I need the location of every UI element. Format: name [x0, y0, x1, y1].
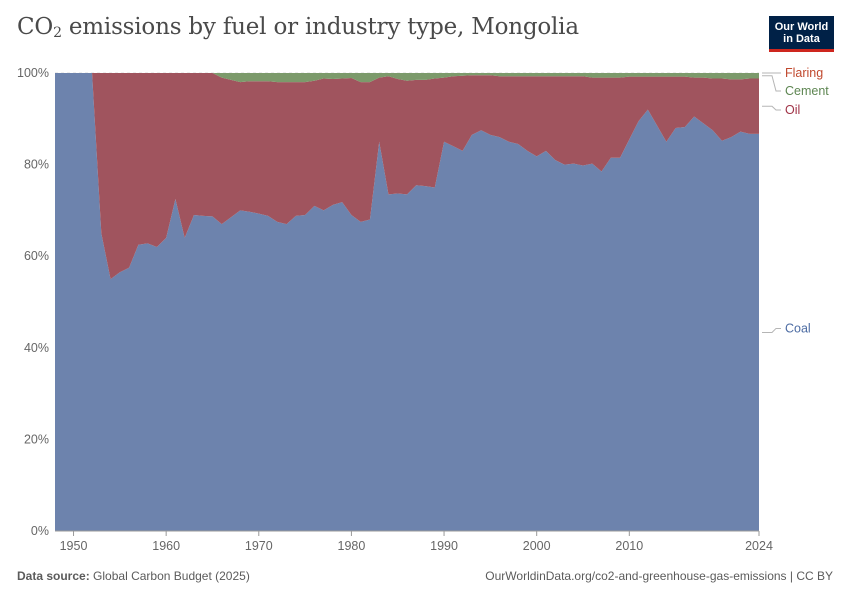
y-tick-label: 40% [24, 341, 49, 355]
x-tick-label: 2024 [745, 539, 773, 553]
legend-label-cement: Cement [785, 84, 829, 98]
y-tick-label: 80% [24, 158, 49, 172]
x-tick-label: 1950 [60, 539, 88, 553]
data-source-value[interactable]: Global Carbon Budget (2025) [93, 569, 250, 583]
y-tick-label: 0% [31, 524, 49, 538]
data-source: Data source: Global Carbon Budget (2025) [17, 569, 250, 583]
x-tick-label: 1990 [430, 539, 458, 553]
x-tick-label: 1970 [245, 539, 273, 553]
stacked-area-chart: 0% 20% 40% 60% 80% 100% 1950 1960 1970 1980 1990 20… [0, 0, 850, 600]
y-tick-label: 20% [24, 432, 49, 446]
x-tick-label: 1980 [338, 539, 366, 553]
legend-label-oil: Oil [785, 103, 800, 117]
x-tick-label: 2000 [523, 539, 551, 553]
legend-label-coal: Coal [785, 321, 811, 335]
legend-label-flaring: Flaring [785, 66, 823, 80]
data-source-label: Data source: [17, 569, 90, 583]
x-tick-label: 1960 [152, 539, 180, 553]
legend-connector-oil [762, 106, 781, 110]
legend-connector-cement [762, 76, 781, 91]
x-tick-label: 2010 [615, 539, 643, 553]
y-tick-label: 100% [17, 66, 49, 80]
legend-connector-coal [762, 328, 781, 332]
y-tick-label: 60% [24, 249, 49, 263]
footer-url[interactable]: OurWorldinData.org/co2-and-greenhouse-ga… [485, 569, 833, 583]
